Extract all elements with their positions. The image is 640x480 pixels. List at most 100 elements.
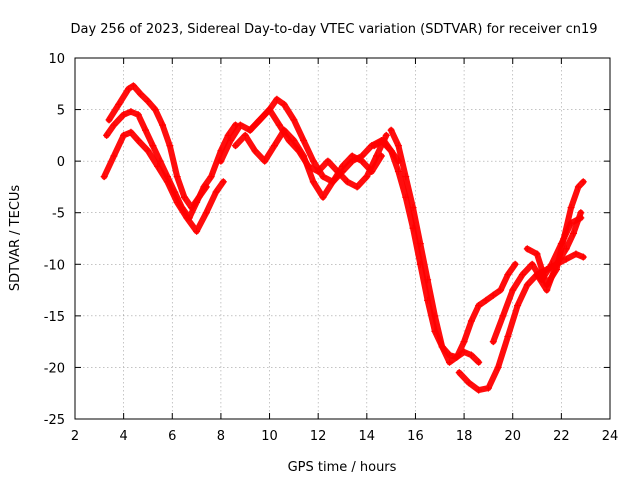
data-point (467, 351, 475, 359)
plot-frame (74, 57, 611, 420)
data-point (142, 126, 150, 134)
data-point (275, 121, 283, 129)
data-point (339, 162, 346, 170)
x-tick-label: 8 (217, 429, 225, 444)
data-point (499, 312, 507, 320)
data-point (280, 100, 288, 108)
data-point (533, 271, 541, 279)
data-point (518, 271, 526, 279)
data-point (173, 173, 181, 181)
y-tick-labels: -25 -20 -15 -10 -5 0 5 10 (44, 52, 65, 428)
data-point (207, 173, 215, 181)
data-point (553, 260, 560, 268)
data-point (171, 188, 179, 196)
data-point (409, 204, 417, 212)
x-tick-label: 16 (407, 429, 424, 444)
data-point (304, 162, 312, 170)
data-point (387, 147, 395, 155)
data-point (579, 253, 587, 261)
data-point (348, 152, 356, 160)
data-point (134, 137, 142, 145)
satellite-track-3 (105, 82, 210, 212)
data-point (193, 227, 201, 235)
satellite-track-12 (533, 209, 585, 294)
data-point (144, 147, 152, 155)
data-point (528, 260, 536, 268)
data-point (363, 173, 371, 181)
data-point (125, 85, 132, 93)
data-point (489, 291, 497, 299)
data-point (570, 229, 578, 237)
y-tick-label: -15 (44, 310, 65, 325)
data-point (482, 296, 490, 304)
data-point (373, 152, 381, 160)
data-point (511, 260, 519, 268)
data-point (163, 173, 171, 181)
data-point (110, 121, 118, 129)
x-tick-label: 24 (602, 429, 619, 444)
data-point (438, 343, 446, 351)
data-point (105, 116, 113, 124)
data-point (273, 95, 281, 103)
x-tick-label: 2 (71, 429, 79, 444)
data-point (202, 183, 210, 191)
satellite-track-1 (100, 128, 227, 235)
data-point (562, 245, 570, 253)
data-point (212, 188, 220, 196)
data-point (115, 100, 123, 108)
data-point (127, 128, 135, 136)
data-point (509, 286, 517, 294)
satellite-track-6 (246, 106, 390, 191)
data-point (266, 106, 274, 114)
data-point (129, 82, 137, 90)
data-point (134, 111, 142, 119)
data-point (562, 255, 570, 263)
data-point (251, 147, 259, 155)
data-point (475, 302, 483, 310)
data-point (256, 116, 264, 124)
y-tick-label: -25 (44, 413, 65, 428)
data-point (227, 137, 235, 145)
y-tick-label: -10 (44, 258, 65, 273)
y-tick-label: -5 (52, 207, 65, 222)
y-tick-label: 10 (48, 52, 65, 67)
data-point (358, 157, 366, 165)
data-point (180, 193, 188, 201)
data-point (475, 386, 483, 394)
data-point (120, 131, 128, 139)
data-point (514, 302, 522, 310)
y-tick-label: 0 (57, 155, 65, 170)
data-point (217, 157, 225, 165)
data-point (579, 178, 587, 186)
data-point (577, 209, 585, 217)
satellite-track-2 (103, 108, 239, 222)
data-point (219, 178, 227, 186)
data-point (523, 281, 531, 289)
data-point (382, 131, 390, 139)
x-tick-label: 4 (119, 429, 127, 444)
x-tick-label: 14 (359, 429, 376, 444)
data-point (394, 142, 402, 150)
data-point (144, 97, 152, 105)
data-point (178, 204, 186, 212)
x-tick-label: 20 (504, 429, 521, 444)
data-point (285, 137, 293, 145)
data-point (159, 121, 167, 129)
data-point (453, 353, 461, 361)
x-tick-label: 6 (168, 429, 176, 444)
data-point (402, 173, 410, 181)
data-point (202, 209, 210, 217)
data-point (149, 142, 157, 150)
data-point (484, 384, 492, 392)
chart-title: Day 256 of 2023, Sidereal Day-to-day VTE… (70, 22, 597, 37)
data-point (261, 157, 269, 165)
data-point (314, 167, 322, 175)
data-point (455, 369, 463, 377)
data-point (497, 286, 505, 294)
data-point (523, 245, 531, 253)
data-point (166, 142, 174, 150)
data-point (370, 142, 378, 150)
data-point (353, 183, 361, 191)
data-point (465, 379, 473, 387)
y-tick-label: 5 (57, 104, 65, 119)
